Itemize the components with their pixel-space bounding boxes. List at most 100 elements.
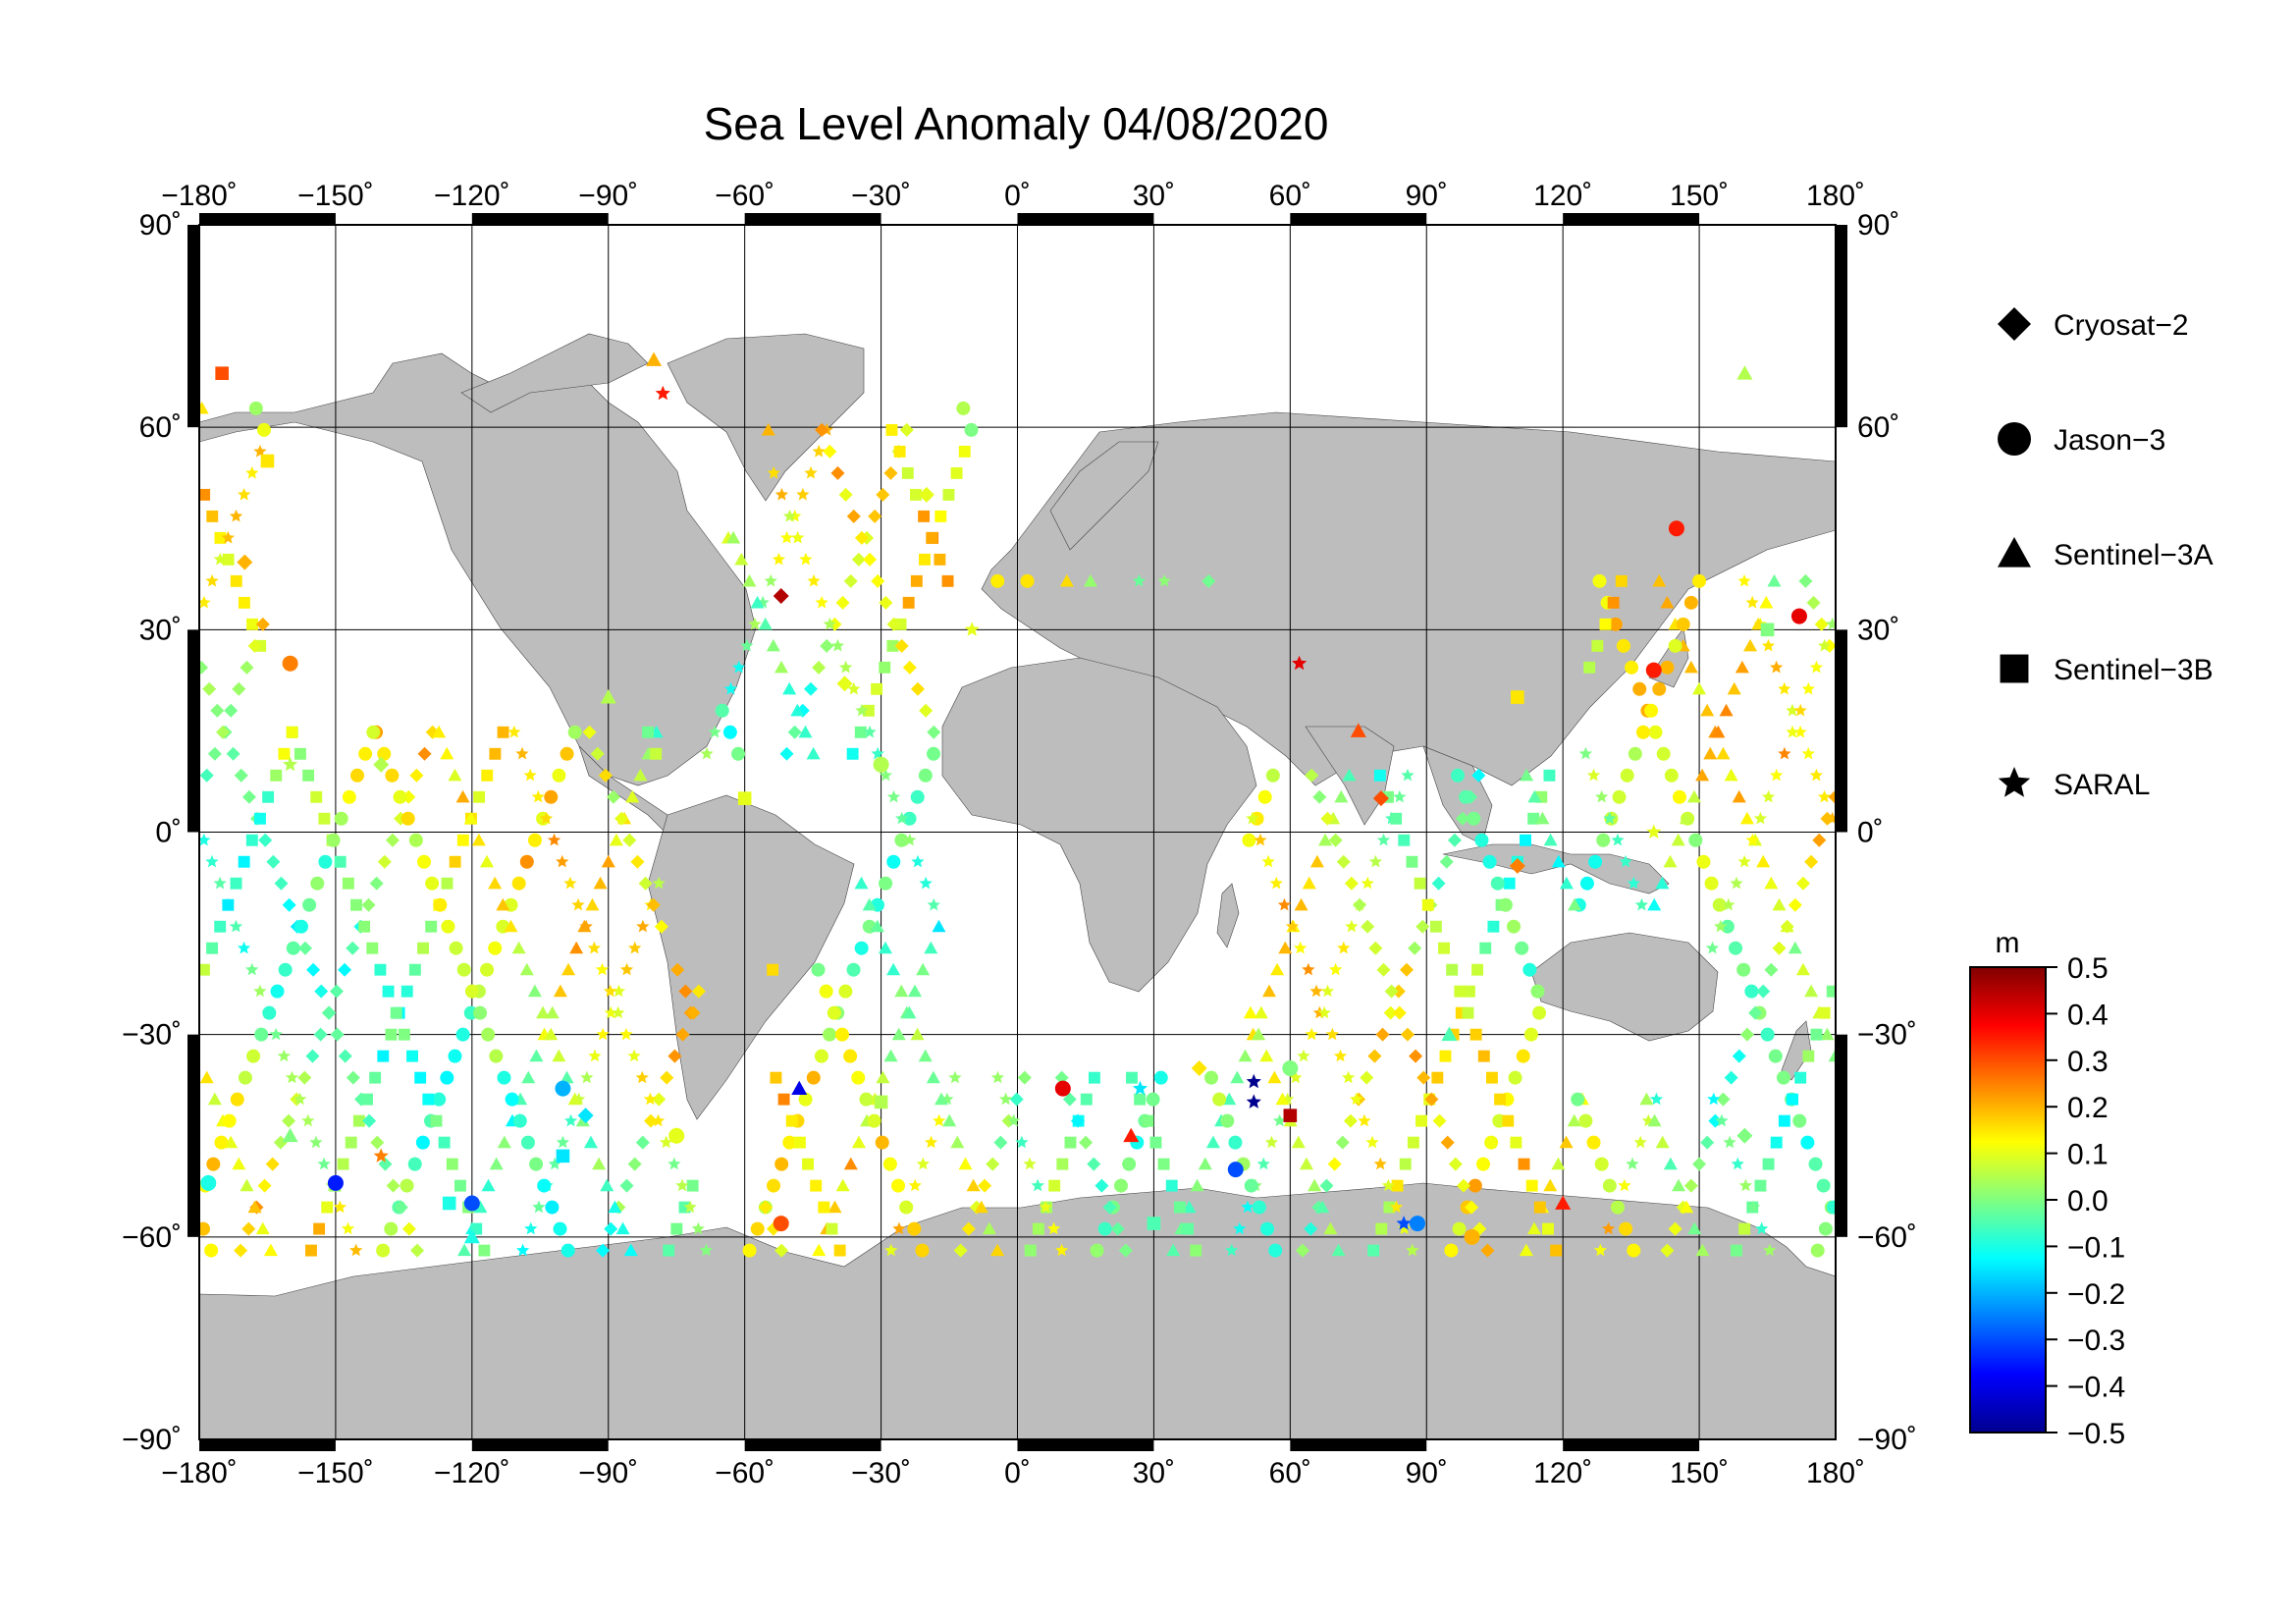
track-point [1243, 1005, 1257, 1019]
track-point [1502, 1114, 1515, 1127]
track-point [1503, 877, 1516, 890]
track-point [1242, 833, 1256, 847]
track-point [386, 1178, 400, 1193]
track-point [635, 1135, 650, 1150]
track-point [1793, 725, 1807, 738]
legend-item: Sentinel−3B [2000, 654, 2214, 686]
track-point [1408, 941, 1422, 955]
track-point [723, 681, 738, 695]
frame-segment [1836, 1034, 1847, 1237]
latitude-label: 60˚ [139, 411, 182, 444]
track-point [793, 1136, 806, 1149]
track-point [691, 984, 706, 999]
track-point [851, 552, 866, 567]
frame-segment [1563, 213, 1700, 225]
track-point [310, 790, 323, 803]
track-point [277, 1049, 291, 1062]
track-point [1652, 681, 1667, 696]
track-point [803, 681, 818, 696]
track-point [478, 1244, 491, 1257]
track-point [767, 465, 780, 479]
legend-label: SARAL [2054, 769, 2150, 801]
track-point [740, 638, 754, 652]
track-point [1059, 573, 1074, 587]
track-point [764, 573, 777, 587]
track-point [199, 768, 214, 783]
track-point [1802, 1050, 1815, 1062]
track-point [1520, 768, 1534, 782]
track-point [409, 768, 424, 783]
longitude-label: 120˚ [1533, 1457, 1592, 1489]
satellite-legend: Cryosat−2 Jason−3 Sentinel−3A Sentinel−3B SA… [1998, 307, 2214, 801]
track-point [1655, 1135, 1670, 1149]
track-point [758, 617, 773, 630]
track-point [282, 1127, 298, 1143]
longitude-label: 30˚ [1133, 180, 1175, 212]
track-point [1285, 919, 1300, 933]
colorbar-tick-label: 0.4 [2067, 999, 2109, 1031]
track-point [1415, 919, 1430, 934]
land-scandinavia [1049, 441, 1159, 551]
track-point [1182, 1200, 1197, 1214]
track-point [878, 941, 892, 954]
track-point [1299, 1157, 1313, 1170]
track-point [1123, 1127, 1140, 1143]
track-point [1649, 1092, 1664, 1106]
track-point [612, 984, 626, 998]
track-point [512, 1113, 527, 1128]
track-point [552, 768, 566, 783]
track-point [1083, 573, 1097, 587]
track-point [863, 552, 878, 567]
track-point [571, 897, 585, 911]
track-point [810, 1179, 823, 1192]
track-point [1828, 1049, 1836, 1062]
track-point [790, 703, 805, 717]
track-point [1790, 608, 1807, 624]
track-point [833, 1244, 846, 1257]
track-point [715, 703, 729, 718]
longitude-label: 180˚ [1806, 1457, 1865, 1489]
track-point [990, 1070, 1005, 1084]
track-point [1465, 1200, 1479, 1215]
track-point [310, 876, 325, 891]
legend-square-icon [2000, 654, 2029, 683]
track-point [1801, 681, 1815, 695]
altimetry-tracks [199, 352, 1836, 1258]
track-point [407, 1157, 422, 1171]
track-point [806, 1070, 821, 1085]
longitude-label: 60˚ [1269, 1457, 1311, 1489]
track-point [779, 530, 794, 544]
track-point [1409, 1216, 1425, 1232]
colorbar-ticks: 0.5 0.4 0.3 0.2 0.1 0.0 −0.1 −0.2 −0.3 −0.4 −0.5 [2046, 952, 2125, 1450]
track-point [1511, 690, 1524, 704]
track-point [1793, 703, 1807, 717]
track-point [1149, 1136, 1162, 1149]
track-point [1594, 1157, 1609, 1171]
track-point [1696, 854, 1711, 869]
track-point [950, 1135, 965, 1149]
track-point [1770, 1136, 1783, 1149]
track-point [1738, 1178, 1752, 1192]
track-point [1571, 1092, 1585, 1107]
longitude-label: 0˚ [1004, 1457, 1031, 1489]
legend-diamond-icon [1998, 307, 2031, 341]
track-point [1477, 1050, 1490, 1062]
track-point [374, 963, 387, 976]
track-point [408, 833, 423, 847]
track-point [270, 769, 283, 782]
track-point [229, 919, 243, 933]
legend-circle-icon [1998, 422, 2031, 456]
track-point [699, 1243, 714, 1257]
track-point [1302, 876, 1316, 890]
track-point [601, 854, 615, 868]
track-point [1714, 919, 1728, 933]
track-point [1711, 725, 1726, 738]
track-point [1376, 833, 1391, 846]
track-point [823, 444, 837, 459]
track-point [1680, 1200, 1694, 1214]
track-point [1559, 876, 1574, 890]
track-point [1806, 595, 1821, 610]
track-point [894, 984, 909, 998]
track-point [241, 1221, 256, 1236]
